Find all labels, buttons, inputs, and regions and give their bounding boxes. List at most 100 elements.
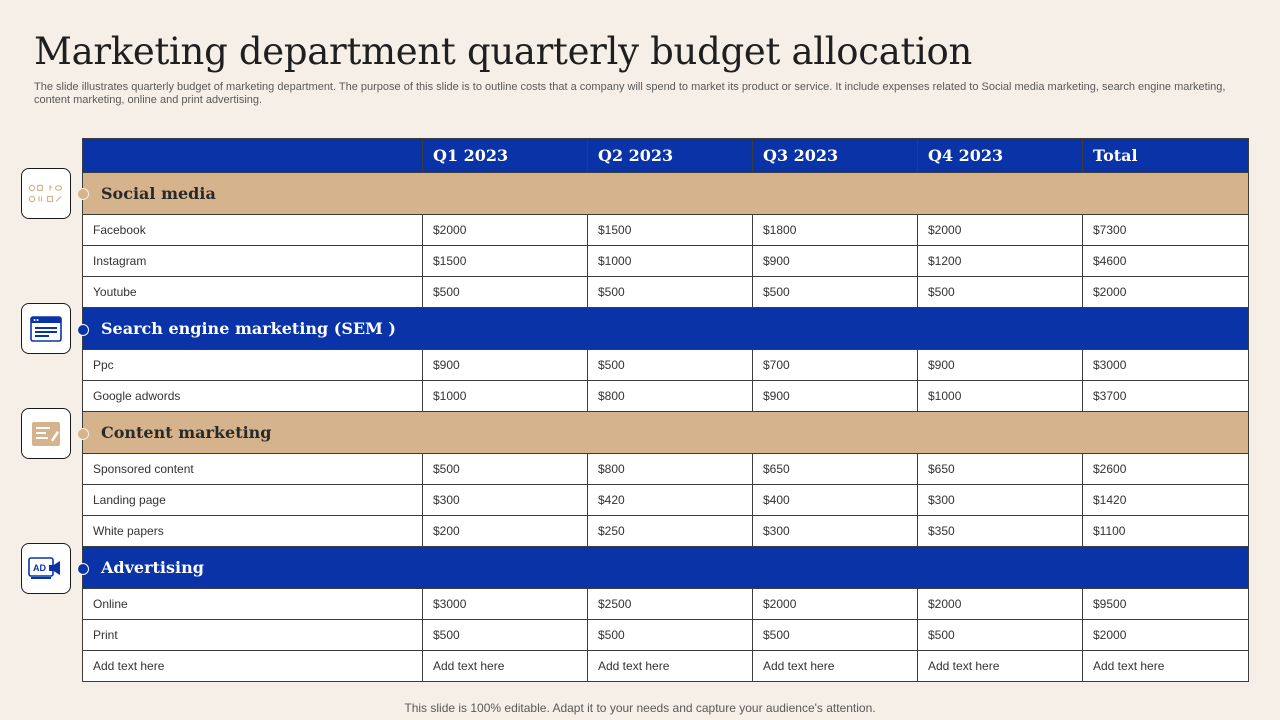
value-cell: $1100 [1082,515,1249,547]
section-header-row: Advertising [82,546,1249,589]
value-cell: $300 [422,484,588,516]
value-cell: $7300 [1082,214,1249,246]
content-marketing-icon-box [21,408,71,459]
value-cell: Add text here [752,650,918,682]
value-cell: $900 [752,380,918,412]
header-cell [82,138,423,173]
value-cell: $2000 [752,588,918,620]
value-cell: $1500 [587,214,753,246]
section-header-row: Social media [82,172,1249,215]
value-cell: $1500 [422,245,588,277]
value-cell: $2000 [917,588,1083,620]
advertising-icon-box: AD [21,543,71,594]
table-row: Google adwords $1000 $800 $900 $1000 $3700 [82,380,1249,412]
value-cell: $500 [422,619,588,651]
browser-window-icon [30,315,62,342]
value-cell: $2000 [917,214,1083,246]
value-cell: $400 [752,484,918,516]
table-row: Ppc $900 $500 $700 $900 $3000 [82,349,1249,381]
value-cell: $500 [587,276,753,308]
header-cell: Q1 2023 [422,138,588,173]
value-cell: $800 [587,453,753,485]
table-row: Youtube $500 $500 $500 $500 $2000 [82,276,1249,308]
value-cell: $500 [422,276,588,308]
budget-table: Q1 2023 Q2 2023 Q3 2023 Q4 2023 Total So… [82,138,1249,682]
item-name-cell: Instagram [82,245,423,277]
section-marker-dot [77,324,89,336]
value-cell: $300 [917,484,1083,516]
value-cell: $2500 [587,588,753,620]
table-row: Landing page $300 $420 $400 $300 $1420 [82,484,1249,516]
value-cell: $300 [752,515,918,547]
page-description: The slide illustrates quarterly budget o… [34,81,1226,106]
section-title: Advertising [82,546,1249,589]
value-cell: $1200 [917,245,1083,277]
value-cell: $1000 [422,380,588,412]
table-row: Sponsored content $500 $800 $650 $650 $2600 [82,453,1249,485]
item-name-cell: Print [82,619,423,651]
table-row: White papers $200 $250 $300 $350 $1100 [82,515,1249,547]
value-cell: $900 [422,349,588,381]
item-name-cell: Add text here [82,650,423,682]
content-document-icon [32,421,60,446]
value-cell: $500 [917,619,1083,651]
value-cell: $2000 [422,214,588,246]
value-cell: $200 [422,515,588,547]
footer-note: This slide is 100% editable. Adapt it to… [404,701,876,715]
section-title: Social media [82,172,1249,215]
value-cell: $650 [752,453,918,485]
item-name-cell: White papers [82,515,423,547]
value-cell: $2000 [1082,619,1249,651]
section-marker-dot [77,188,89,200]
header-row: Q1 2023 Q2 2023 Q3 2023 Q4 2023 Total [82,138,1249,173]
social-media-icon [28,184,63,202]
value-cell: $1000 [587,245,753,277]
header-cell: Q3 2023 [752,138,918,173]
value-cell: $3700 [1082,380,1249,412]
value-cell: $1000 [917,380,1083,412]
item-name-cell: Online [82,588,423,620]
item-name-cell: Ppc [82,349,423,381]
value-cell: $900 [917,349,1083,381]
header-cell: Q4 2023 [917,138,1083,173]
item-name-cell: Landing page [82,484,423,516]
section-marker-dot [77,563,89,575]
sem-icon-box [21,303,71,354]
item-name-cell: Sponsored content [82,453,423,485]
table-row: Print $500 $500 $500 $500 $2000 [82,619,1249,651]
section-header-row: Content marketing [82,411,1249,454]
value-cell: $500 [422,453,588,485]
section-title: Content marketing [82,411,1249,454]
item-name-cell: Youtube [82,276,423,308]
item-name-cell: Facebook [82,214,423,246]
value-cell: Add text here [422,650,588,682]
value-cell: Add text here [1082,650,1249,682]
value-cell: $500 [917,276,1083,308]
value-cell: $700 [752,349,918,381]
value-cell: $1800 [752,214,918,246]
value-cell: $3000 [1082,349,1249,381]
value-cell: Add text here [587,650,753,682]
value-cell: $500 [752,276,918,308]
section-marker-dot [77,428,89,440]
header-cell: Total [1082,138,1249,173]
ad-icon-text: AD [33,563,46,573]
value-cell: $2600 [1082,453,1249,485]
value-cell: $420 [587,484,753,516]
value-cell: $350 [917,515,1083,547]
value-cell: $1420 [1082,484,1249,516]
section-header-row: Search engine marketing (SEM ) [82,307,1249,350]
table-row: Add text here Add text here Add text here A… [82,650,1249,682]
ad-megaphone-icon: AD [28,556,60,579]
page-title: Marketing department quarterly budget al… [34,30,973,73]
value-cell: $3000 [422,588,588,620]
value-cell: $650 [917,453,1083,485]
value-cell: $250 [587,515,753,547]
value-cell: Add text here [917,650,1083,682]
header-cell: Q2 2023 [587,138,753,173]
value-cell: $4600 [1082,245,1249,277]
value-cell: $2000 [1082,276,1249,308]
value-cell: $500 [752,619,918,651]
item-name-cell: Google adwords [82,380,423,412]
table-row: Instagram $1500 $1000 $900 $1200 $4600 [82,245,1249,277]
